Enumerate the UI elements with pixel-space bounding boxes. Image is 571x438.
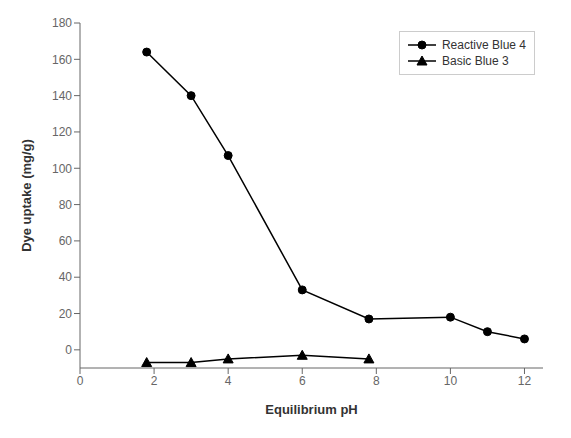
svg-text:160: 160 xyxy=(52,53,72,67)
svg-text:80: 80 xyxy=(59,198,73,212)
svg-text:8: 8 xyxy=(373,374,380,388)
svg-text:100: 100 xyxy=(52,162,72,176)
svg-text:0: 0 xyxy=(65,343,72,357)
svg-text:40: 40 xyxy=(59,270,73,284)
svg-text:180: 180 xyxy=(52,16,72,30)
svg-text:Equilibrium pH: Equilibrium pH xyxy=(265,402,357,417)
svg-text:Dye uptake (mg/g): Dye uptake (mg/g) xyxy=(19,139,34,252)
svg-text:6: 6 xyxy=(299,374,306,388)
svg-text:140: 140 xyxy=(52,89,72,103)
svg-text:0: 0 xyxy=(77,374,84,388)
svg-text:2: 2 xyxy=(151,374,158,388)
svg-text:20: 20 xyxy=(59,307,73,321)
html-text:Basic Blue 3: Basic Blue 3 xyxy=(442,54,509,68)
svg-text:60: 60 xyxy=(59,234,73,248)
svg-text:120: 120 xyxy=(52,125,72,139)
svg-text:12: 12 xyxy=(518,374,532,388)
svg-text:4: 4 xyxy=(225,374,232,388)
svg-text:10: 10 xyxy=(444,374,458,388)
html-text:Reactive Blue 4: Reactive Blue 4 xyxy=(442,38,526,52)
